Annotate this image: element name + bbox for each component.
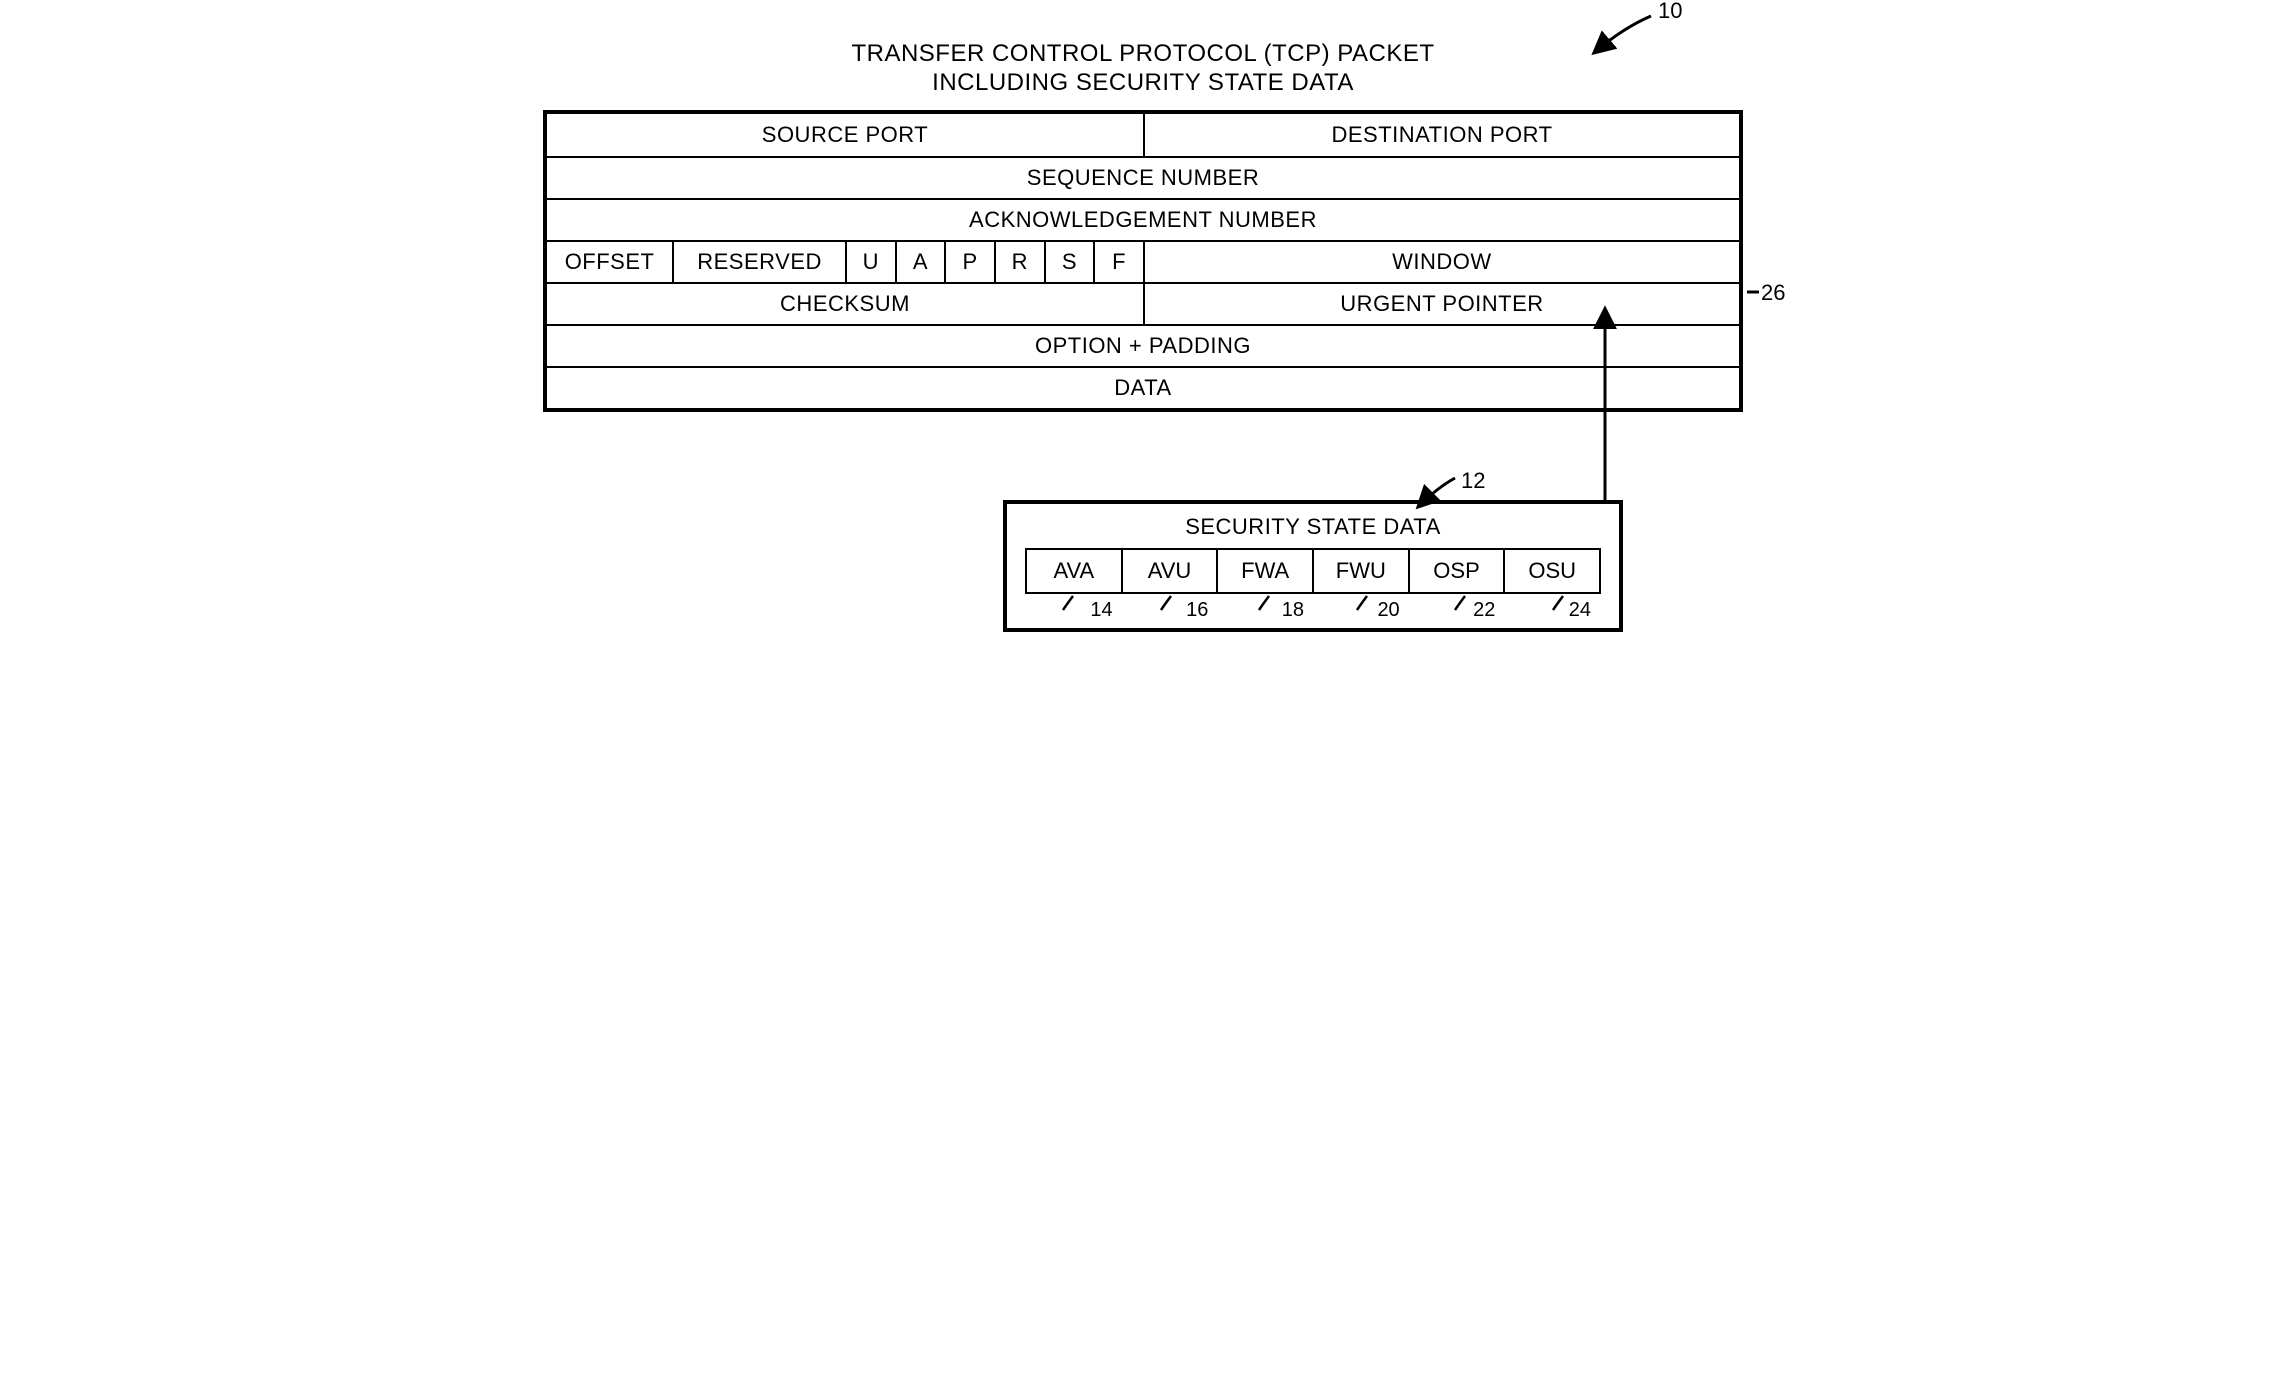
security-row: AVA 14 AVU 16 FWA 18 FWU 20 OSP 22 OSU 2… <box>1025 548 1601 594</box>
security-cell-label: OSU <box>1528 558 1576 584</box>
row-flags: OFFSET RESERVED U A P R S F WINDOW <box>547 240 1739 282</box>
cell-flag-r: R <box>994 242 1044 282</box>
security-cell-label: FWA <box>1241 558 1289 584</box>
security-title: SECURITY STATE DATA <box>1025 514 1601 540</box>
tcp-packet-diagram: TRANSFER CONTROL PROTOCOL (TCP) PACKET I… <box>543 40 1743 412</box>
cell-checksum: CHECKSUM <box>547 284 1143 324</box>
security-cell-num: 16 <box>1186 599 1208 622</box>
security-cell-label: FWU <box>1336 558 1386 584</box>
security-cell-num: 20 <box>1377 599 1399 622</box>
security-state-box: SECURITY STATE DATA AVA 14 AVU 16 FWA 18… <box>1003 500 1623 632</box>
cell-source-port: SOURCE PORT <box>547 114 1143 156</box>
security-cell-osu: OSU 24 <box>1503 550 1599 592</box>
cell-flag-p: P <box>944 242 994 282</box>
cell-seq: SEQUENCE NUMBER <box>547 158 1739 198</box>
cell-offset: OFFSET <box>547 242 672 282</box>
cell-data: DATA <box>547 368 1739 408</box>
security-cell-num: 24 <box>1569 599 1591 622</box>
security-cell-num: 14 <box>1090 599 1112 622</box>
row-data: DATA <box>547 366 1739 408</box>
security-cell-osp: OSP 22 <box>1408 550 1504 592</box>
row-seq: SEQUENCE NUMBER <box>547 156 1739 198</box>
security-cell-num: 18 <box>1282 599 1304 622</box>
security-cell-label: AVA <box>1053 558 1094 584</box>
title-line-2: INCLUDING SECURITY STATE DATA <box>932 69 1354 96</box>
security-cell-num: 22 <box>1473 599 1495 622</box>
cell-flag-u: U <box>845 242 895 282</box>
security-cell-fwu: FWU 20 <box>1312 550 1408 592</box>
security-cell-label: AVU <box>1148 558 1192 584</box>
security-cell-ava: AVA 14 <box>1027 550 1121 592</box>
cell-ack: ACKNOWLEDGEMENT NUMBER <box>547 200 1739 240</box>
row-ack: ACKNOWLEDGEMENT NUMBER <box>547 198 1739 240</box>
label-ref-10: 10 <box>1658 0 1682 24</box>
cell-dest-port: DESTINATION PORT <box>1143 114 1739 156</box>
cell-reserved: RESERVED <box>672 242 845 282</box>
title-line-1: TRANSFER CONTROL PROTOCOL (TCP) PACKET <box>851 40 1434 67</box>
cell-option-padding: OPTION + PADDING <box>547 326 1739 366</box>
security-cell-fwa: FWA 18 <box>1216 550 1312 592</box>
cell-urgent-pointer: URGENT POINTER <box>1143 284 1739 324</box>
label-ref-26: 26 <box>1761 280 1785 306</box>
cell-flag-s: S <box>1044 242 1094 282</box>
label-ref-12: 12 <box>1461 468 1485 494</box>
cell-window: WINDOW <box>1143 242 1739 282</box>
cell-flag-a: A <box>895 242 945 282</box>
cell-flag-f: F <box>1093 242 1143 282</box>
row-checksum: CHECKSUM URGENT POINTER <box>547 282 1739 324</box>
security-cell-avu: AVU 16 <box>1121 550 1217 592</box>
packet-table: SOURCE PORT DESTINATION PORT SEQUENCE NU… <box>543 110 1743 412</box>
diagram-title: TRANSFER CONTROL PROTOCOL (TCP) PACKET I… <box>543 40 1743 98</box>
row-ports: SOURCE PORT DESTINATION PORT <box>547 114 1739 156</box>
security-cell-label: OSP <box>1433 558 1479 584</box>
row-option: OPTION + PADDING <box>547 324 1739 366</box>
